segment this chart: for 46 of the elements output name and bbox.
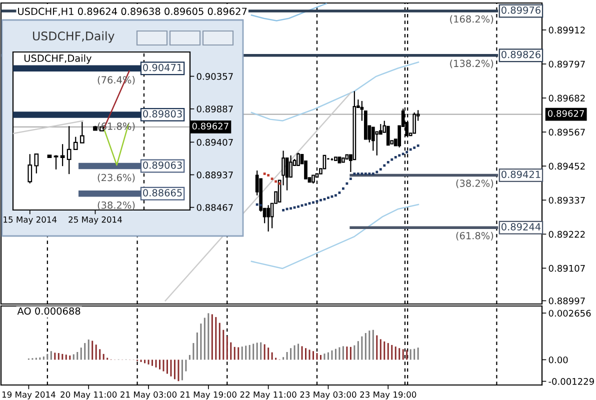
- y-tick-label: 0.90357: [196, 73, 233, 80]
- series-label: (38.2%): [456, 179, 494, 188]
- x-tick-label: 23 May 03:00: [300, 391, 356, 400]
- chart-subtitle: USDCHF,Daily: [24, 54, 92, 64]
- x-tick-label: 19 May 2014: [2, 391, 56, 400]
- chart-title: USDCHF,H1 0.89624 0.89638 0.89605 0.89627: [18, 8, 247, 16]
- data-label: 0.89421: [502, 170, 540, 178]
- chart-title: USDCHF,Daily: [33, 31, 114, 43]
- y-tick-label: 0.88997: [548, 297, 585, 304]
- series-label: (138.2%): [450, 60, 494, 68]
- series-label: (61.8%): [456, 232, 494, 240]
- x-tick-label: 25 May 2014: [68, 216, 122, 224]
- x-tick-label: 23 May 19:00: [360, 391, 416, 400]
- chart-title: AO 0.000688: [17, 307, 80, 315]
- y-tick-label: 0.89887: [196, 106, 233, 112]
- series-label: (168.2%): [450, 15, 494, 24]
- y-tick-label: 0.89912: [548, 26, 585, 34]
- y-tick-label: 0.002656: [548, 310, 591, 317]
- data-label: 0.90471: [143, 64, 182, 72]
- y-tick-label: 0.89337: [548, 196, 585, 204]
- y-tick-label: 0.88467: [196, 204, 233, 211]
- data-label: 0.89063: [143, 161, 182, 169]
- data-label: 0.89803: [143, 110, 182, 118]
- data-label: 0.89244: [502, 223, 541, 230]
- x-tick-label: 22 May 11:00: [240, 391, 296, 400]
- y-tick-label: 0.89452: [548, 162, 585, 170]
- data-label: 0.88665: [143, 189, 182, 196]
- y-tick-label: 0.89407: [196, 138, 233, 146]
- y-tick-label: 0.89222: [548, 230, 585, 238]
- data-label: 0.89976: [502, 6, 540, 14]
- y-tick-label: 0.89567: [548, 128, 585, 136]
- y-tick-label: 0.89682: [548, 94, 585, 102]
- x-tick-label: 20 May 11:00: [60, 391, 117, 400]
- x-tick-label: 21 May 03:00: [120, 391, 177, 400]
- y-tick-label: -0.001229: [548, 378, 594, 385]
- data-label: 0.89826: [502, 50, 540, 58]
- y-tick-label: 0.89107: [548, 264, 585, 272]
- x-tick-label: 15 May 2014: [4, 216, 57, 224]
- x-tick-label: 21 May 19:00: [180, 391, 236, 400]
- ref-line-label: 0.89627: [192, 122, 228, 130]
- series-label: (38.2%): [98, 201, 135, 210]
- y-tick-label: 0.00: [548, 356, 568, 364]
- y-tick-label: 0.89797: [548, 60, 585, 68]
- ref-line-label: 0.89627: [548, 110, 584, 117]
- series-label: (23.6%): [98, 174, 135, 182]
- y-tick-label: 0.88937: [196, 171, 233, 178]
